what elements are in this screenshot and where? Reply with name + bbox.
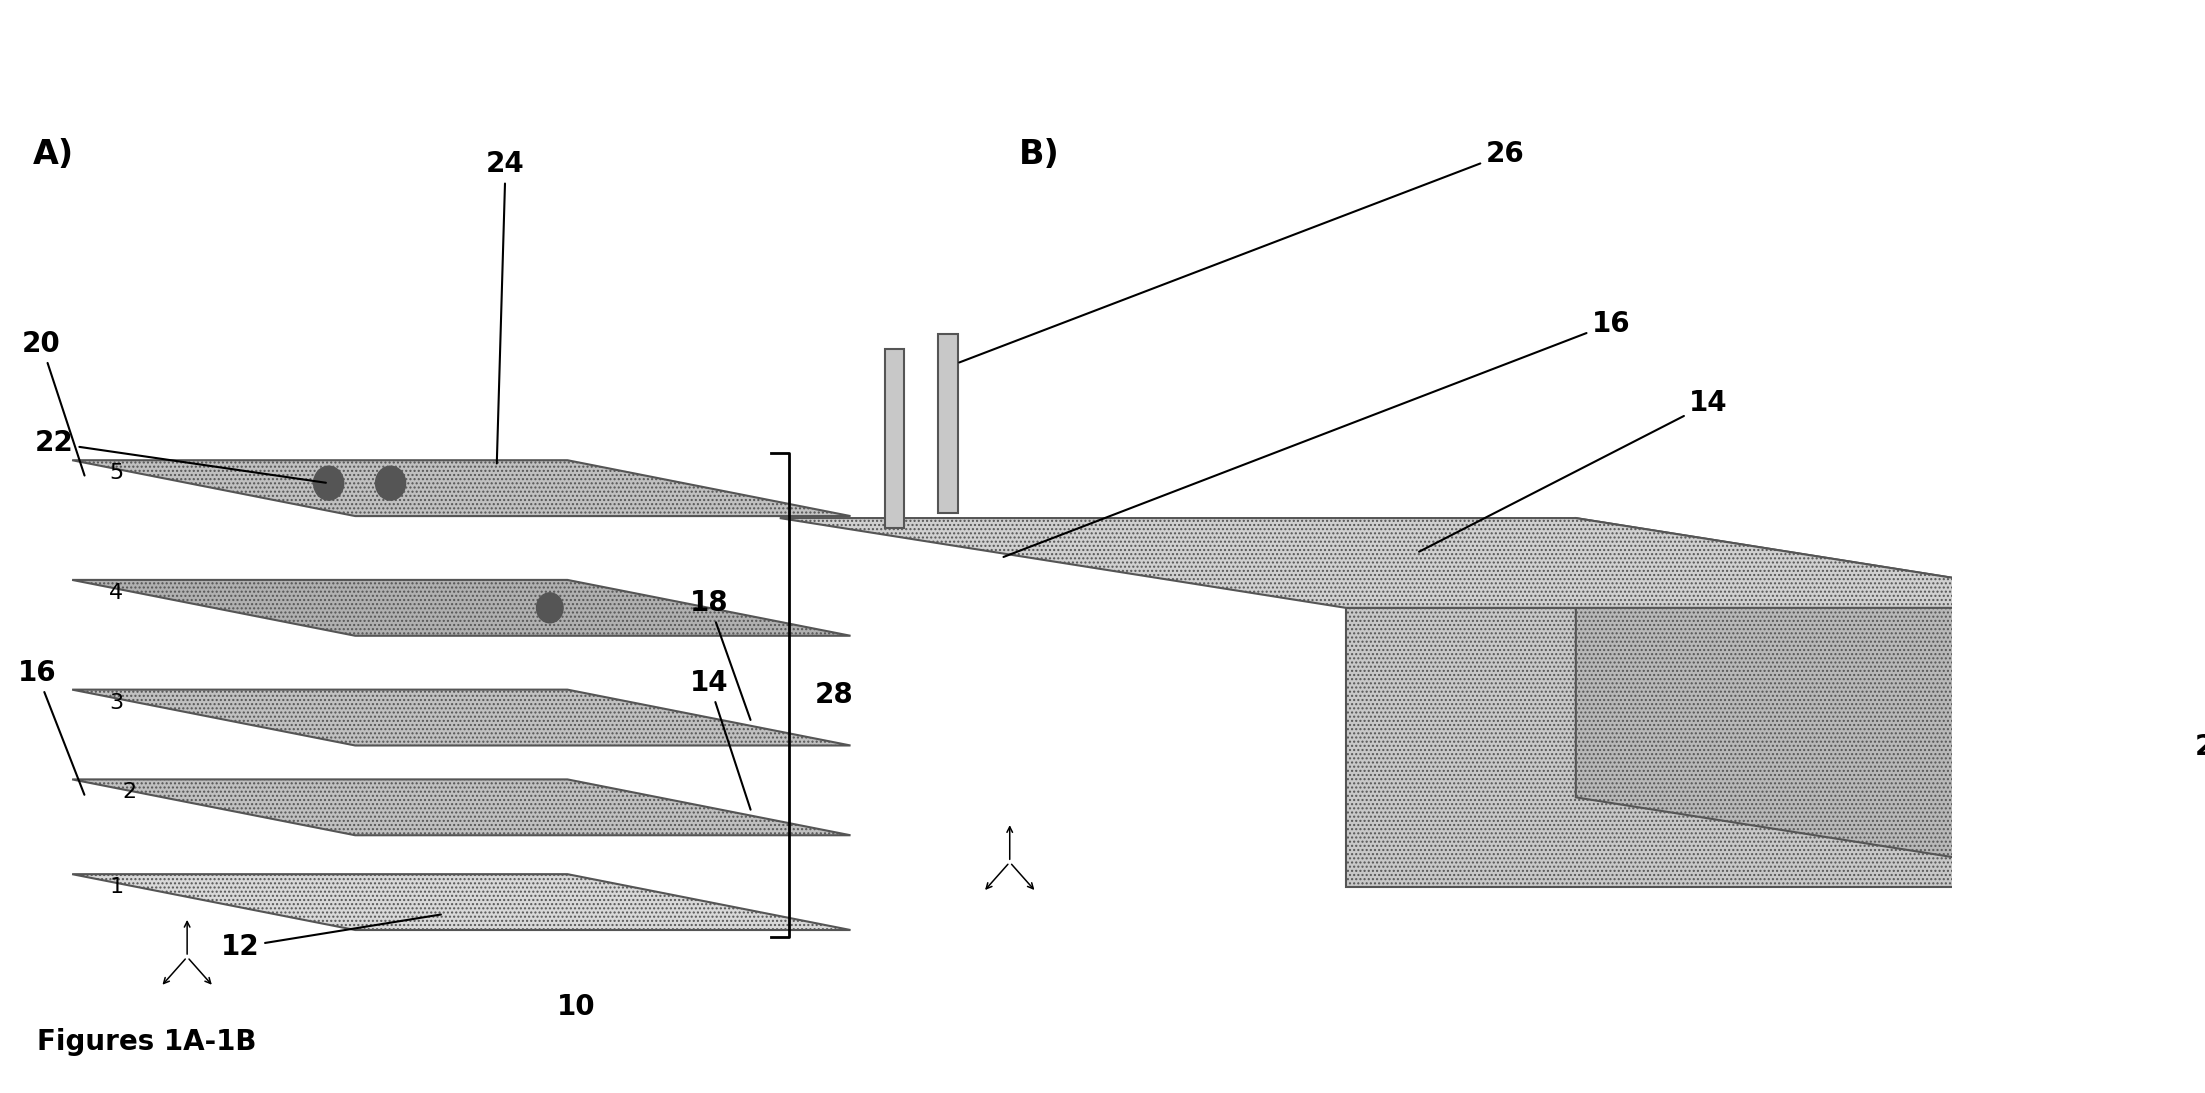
Circle shape [313,467,344,501]
Polygon shape [73,779,851,835]
Text: 22: 22 [35,430,326,483]
Text: 5: 5 [110,463,123,483]
Text: 3: 3 [110,693,123,713]
Text: B): B) [1019,138,1058,171]
Text: 18: 18 [690,589,750,720]
Polygon shape [2088,518,2108,618]
Polygon shape [1577,518,2141,888]
Text: 16: 16 [1003,309,1629,557]
Text: 1: 1 [110,877,123,897]
Text: 28: 28 [816,681,853,709]
Polygon shape [1345,608,2141,888]
Text: 24: 24 [485,150,525,463]
Text: 4: 4 [110,583,123,603]
Text: 14: 14 [1420,389,1729,552]
Polygon shape [73,580,851,636]
Text: 10: 10 [558,992,595,1021]
Text: 26: 26 [959,140,1524,363]
Text: 12: 12 [220,915,441,961]
Circle shape [375,467,406,501]
Polygon shape [781,518,2141,608]
Text: 2: 2 [123,783,137,802]
Text: 14: 14 [690,669,750,810]
Polygon shape [884,349,904,528]
Polygon shape [73,874,851,930]
Text: 16: 16 [18,659,84,795]
Polygon shape [73,460,851,516]
Polygon shape [73,690,851,745]
Polygon shape [937,333,957,513]
Circle shape [536,592,562,623]
Text: Figures 1A-1B: Figures 1A-1B [37,1027,256,1056]
Text: 20: 20 [22,329,84,475]
Text: 28: 28 [2194,733,2205,762]
Text: A): A) [33,138,73,171]
